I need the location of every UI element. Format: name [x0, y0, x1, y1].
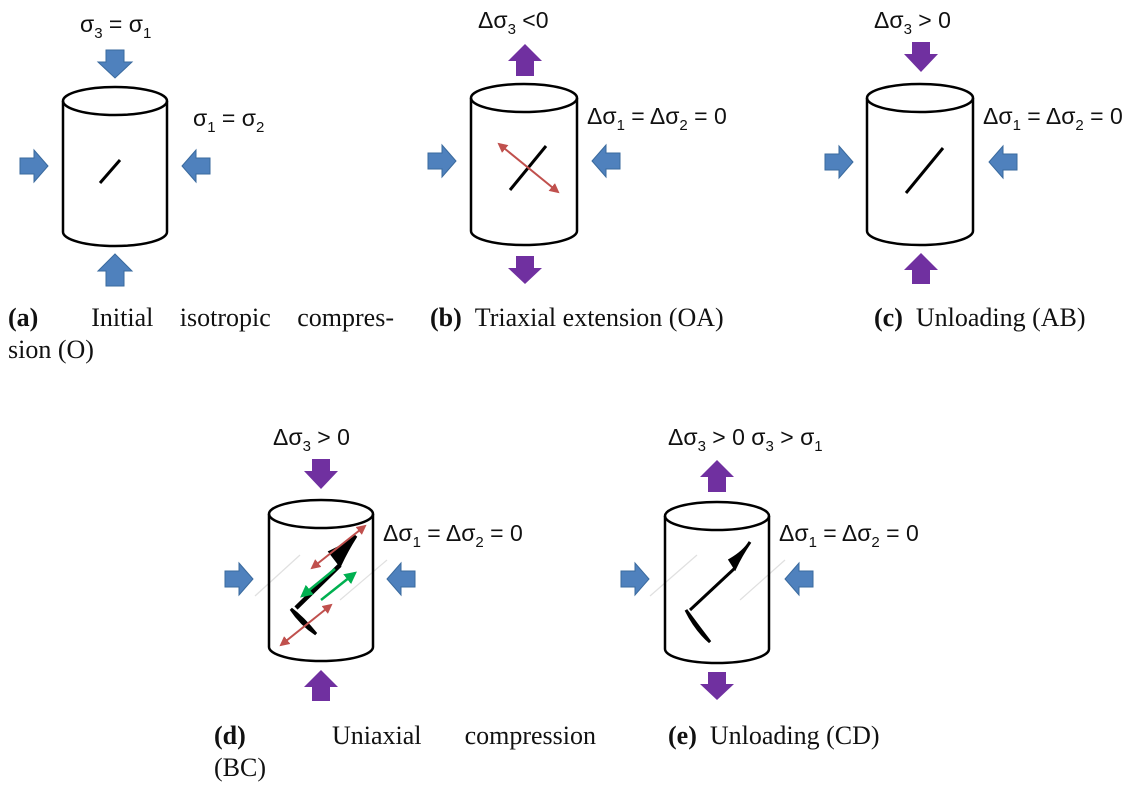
green-arrow-down-slip [300, 568, 336, 598]
panel-a-top-label: σ3 = σ1 [80, 11, 151, 42]
panel-e-side-label: Δσ1 = Δσ2 = 0 [779, 520, 919, 551]
panel-d-top-label: Δσ3 > 0 [273, 424, 350, 455]
blue-arrow-left [591, 143, 621, 179]
caption-b-text: Triaxial extension (OA) [474, 303, 724, 332]
crack-line [98, 159, 122, 184]
caption-a-letter: (a) [8, 303, 39, 332]
blue-arrow-right [427, 143, 457, 179]
blue-arrow-right [224, 561, 254, 597]
blue-arrow-left [386, 561, 416, 597]
green-arrow-up-slip [320, 571, 357, 601]
panel-c: Δσ3 > 0 Δσ1 = Δσ2 = 0 [824, 7, 1123, 284]
wing-crack [684, 541, 752, 644]
caption-c-text: Unloading (AB) [915, 303, 1086, 332]
caption-d: (d) Uniaxial compression (BC) [214, 720, 596, 784]
caption-e-letter: (e) [668, 721, 697, 750]
caption-d-text1: Uniaxial compression [331, 721, 597, 750]
purple-arrow-up [904, 253, 938, 284]
blue-arrow-right [19, 148, 49, 184]
blue-arrow-left [181, 148, 211, 184]
purple-arrow-down [904, 42, 938, 72]
blue-arrow-right [620, 561, 650, 597]
blue-arrow-left [988, 144, 1018, 180]
cylinder-specimen [469, 82, 579, 247]
panel-c-top-label: Δσ3 > 0 [874, 7, 951, 38]
caption-e: (e) Unloading (CD) [668, 720, 880, 752]
caption-b-letter: (b) [430, 303, 462, 332]
panel-d-side-label: Δσ1 = Δσ2 = 0 [383, 520, 523, 551]
caption-c-letter: (c) [874, 303, 903, 332]
faint-shear-lines [649, 554, 786, 601]
red-arrow-lower [279, 603, 333, 647]
panel-a-side-label: σ1 = σ2 [193, 105, 264, 136]
caption-e-text: Unloading (CD) [709, 721, 880, 750]
caption-a-text2: sion (O) [8, 335, 94, 364]
blue-arrow-right [824, 144, 854, 180]
caption-d-letter: (d) [214, 721, 246, 750]
panel-b: Δσ3 <0 Δσ1 = Δσ2 = 0 [427, 7, 727, 284]
panel-a: σ3 = σ1 σ1 = σ2 [19, 11, 264, 287]
purple-arrow-down [700, 672, 734, 700]
blue-arrow-up [96, 253, 134, 287]
caption-d-text2: (BC) [214, 753, 266, 782]
faint-shear-lines [254, 554, 388, 601]
red-arrow-opening [497, 142, 560, 194]
purple-arrow-down [508, 256, 542, 284]
panel-b-side-label: Δσ1 = Δσ2 = 0 [587, 103, 727, 134]
purple-arrow-up [304, 670, 338, 701]
caption-a-line1: (a) Initial isotropic compres- [8, 302, 394, 334]
cylinder-specimen [663, 500, 771, 665]
caption-a-text1: Initial isotropic compres- [91, 303, 394, 332]
purple-arrow-up [700, 460, 734, 492]
purple-arrow-down [304, 459, 338, 489]
crack-line [904, 147, 945, 194]
caption-d-line1: (d) Uniaxial compression [214, 720, 596, 752]
blue-arrow-left [784, 561, 814, 597]
purple-arrow-up [508, 44, 542, 76]
cylinder-specimen [865, 82, 975, 247]
panel-c-side-label: Δσ1 = Δσ2 = 0 [983, 103, 1123, 134]
blue-arrow-down [96, 49, 134, 79]
cylinder-specimen [61, 85, 169, 248]
panel-e-top-label: Δσ3 > 0 σ3 > σ1 [668, 424, 823, 455]
caption-c: (c) Unloading (AB) [874, 302, 1086, 334]
caption-b: (b) Triaxial extension (OA) [430, 302, 724, 334]
panel-d: Δσ3 > 0 Δσ1 = Δσ2 = 0 [224, 424, 523, 701]
panel-b-top-label: Δσ3 <0 [478, 7, 549, 38]
caption-a: (a) Initial isotropic compres- sion (O) [8, 302, 394, 366]
panel-e: Δσ3 > 0 σ3 > σ1 Δσ1 = Δσ2 = 0 [620, 424, 919, 700]
red-arrow-upper [310, 524, 367, 570]
wing-crack [289, 534, 358, 636]
